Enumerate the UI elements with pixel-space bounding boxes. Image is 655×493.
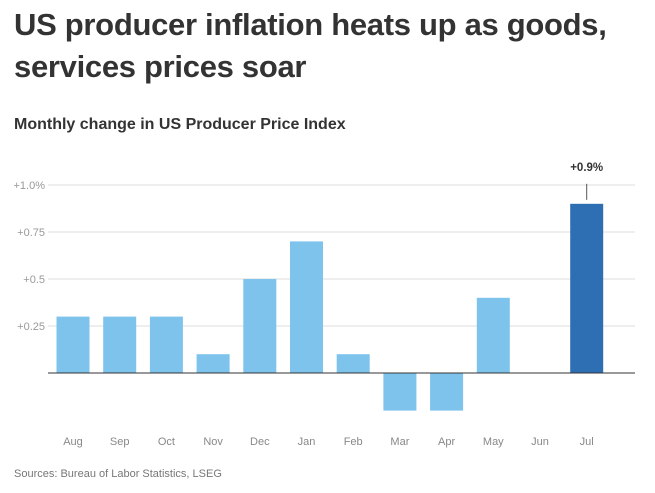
bar-mar xyxy=(383,373,417,411)
x-tick-label: Jul xyxy=(580,436,594,448)
bar-jan xyxy=(290,241,323,373)
bar-aug xyxy=(56,316,90,373)
x-tick-label: Mar xyxy=(390,436,409,448)
bar-oct xyxy=(149,316,183,373)
y-tick-label: +0.5 xyxy=(23,274,45,286)
bar-jul xyxy=(570,203,604,373)
x-tick-label: Nov xyxy=(203,436,223,448)
chart-subtitle: Monthly change in US Producer Price Inde… xyxy=(14,116,346,133)
source-note: Sources: Bureau of Labor Statistics, LSE… xyxy=(14,468,222,480)
x-tick-label: Dec xyxy=(250,436,270,448)
annotation-label: +0.9% xyxy=(570,162,603,174)
bar-apr xyxy=(430,373,464,411)
x-tick-label: Sep xyxy=(110,436,130,448)
x-tick-label: Jan xyxy=(298,436,316,448)
bar-dec xyxy=(243,279,277,373)
chart-title: US producer inflation heats up as goods,… xyxy=(14,7,607,84)
y-tick-label: +0.75 xyxy=(17,227,45,239)
bar-feb xyxy=(336,354,370,373)
bar-nov xyxy=(196,354,230,373)
x-tick-label: Oct xyxy=(158,436,175,448)
bar-sep xyxy=(103,316,137,373)
y-tick-label: +0.25 xyxy=(17,321,45,333)
x-tick-label: May xyxy=(483,436,504,448)
x-tick-label: Feb xyxy=(344,436,363,448)
y-tick-label: +1.0% xyxy=(14,180,46,192)
bar-may xyxy=(476,297,510,373)
x-tick-label: Jun xyxy=(531,436,549,448)
x-tick-label: Aug xyxy=(63,436,83,448)
x-tick-label: Apr xyxy=(438,436,455,448)
